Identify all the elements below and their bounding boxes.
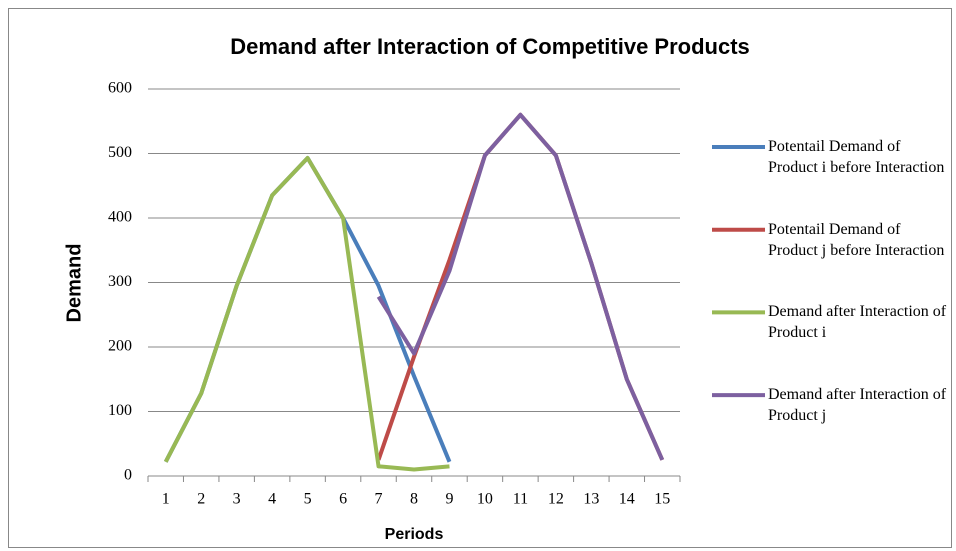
y-tick-label: 600	[108, 80, 132, 97]
legend-label: Potentail Demand of Product j before Int…	[768, 220, 945, 259]
x-tick-label: 1	[162, 491, 170, 508]
x-tick-label: 6	[339, 491, 347, 508]
x-tick-label: 15	[654, 491, 670, 508]
y-tick-label: 200	[108, 338, 132, 355]
y-tick-label: 500	[108, 144, 132, 161]
y-tick-label: 300	[108, 273, 132, 290]
chart-title: Demand after Interaction of Competitive …	[230, 34, 750, 59]
x-tick-label: 9	[445, 491, 453, 508]
x-tick-label: 8	[410, 491, 418, 508]
y-tick-label: 100	[108, 402, 132, 419]
legend-label: Demand after Interaction of Product i	[768, 303, 947, 342]
x-axis-label: Periods	[385, 526, 444, 543]
legend-label: Demand after Interaction of Product j	[768, 386, 947, 425]
x-tick-label: 13	[583, 491, 599, 508]
series-line	[376, 112, 665, 461]
x-tick-label: 10	[477, 491, 493, 508]
legend-label: Potentail Demand of Product i before Int…	[768, 138, 945, 176]
x-tick-label: 12	[548, 491, 564, 508]
y-tick-label: 0	[124, 467, 132, 484]
x-tick-label: 11	[513, 491, 528, 508]
x-tick-label: 4	[268, 491, 276, 508]
x-tick-label: 5	[304, 491, 312, 508]
y-axis-label: Demand	[63, 244, 85, 323]
y-tick-label: 400	[108, 209, 132, 226]
series-line	[163, 156, 450, 472]
x-tick-label: 14	[619, 491, 635, 508]
x-tick-label: 2	[197, 491, 205, 508]
x-tick-label: 3	[233, 491, 241, 508]
x-tick-label: 7	[375, 491, 383, 508]
